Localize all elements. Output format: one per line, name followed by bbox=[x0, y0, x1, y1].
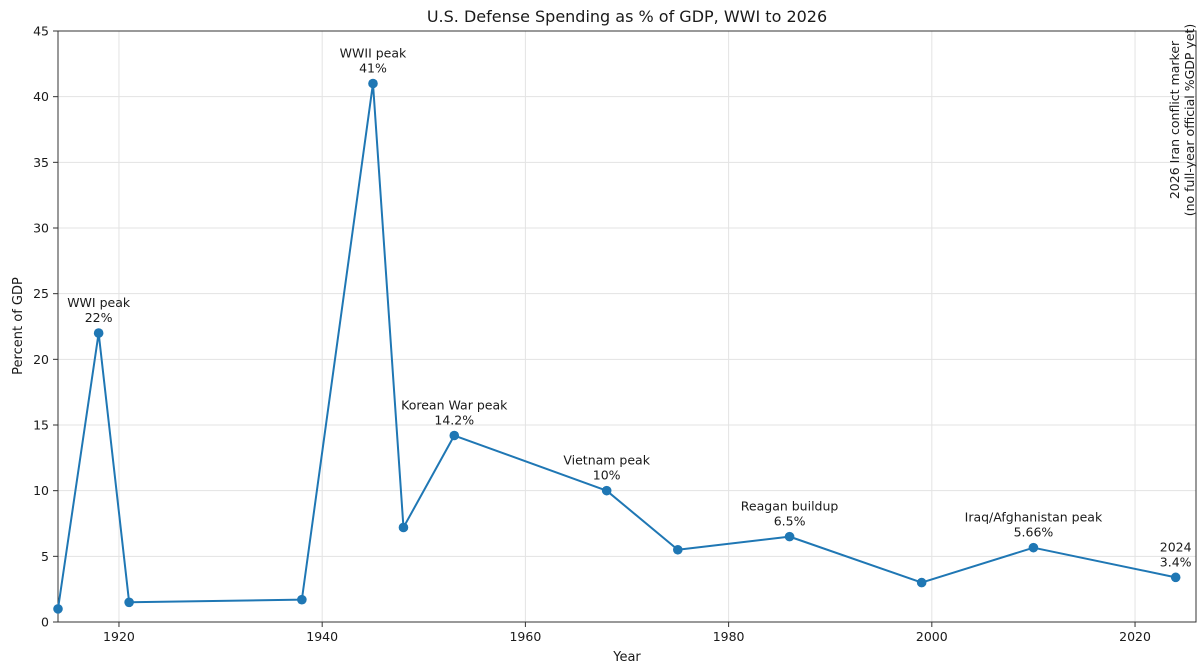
x-tick-label: 1940 bbox=[306, 629, 338, 644]
annotation-label: 2024 3.4% bbox=[1160, 539, 1192, 569]
y-tick-label: 0 bbox=[41, 615, 49, 630]
x-tick-label: 2000 bbox=[916, 629, 948, 644]
x-tick-label: 1980 bbox=[713, 629, 745, 644]
annotation-line: 6.5% bbox=[774, 514, 806, 529]
annotation-label: Reagan buildup 6.5% bbox=[741, 499, 839, 529]
data-point bbox=[53, 604, 63, 614]
data-point bbox=[784, 531, 795, 542]
side-note-line: (no full-year official %GDP yet) bbox=[1182, 24, 1197, 217]
y-tick-label: 35 bbox=[33, 155, 49, 170]
annotation-line: WWII peak bbox=[340, 46, 407, 61]
side-note-label: 2026 Iran conflict marker(no full-year o… bbox=[1167, 24, 1197, 217]
y-tick-label: 30 bbox=[33, 221, 49, 236]
data-point bbox=[601, 485, 612, 496]
y-tick-label: 5 bbox=[41, 549, 49, 564]
annotation-line: Korean War peak bbox=[401, 398, 508, 413]
y-tick-label: 25 bbox=[33, 286, 49, 301]
annotation-line: 10% bbox=[593, 468, 621, 483]
annotation-layer: WWI peak 22% WWII peak 41% Korean War peak 14… bbox=[67, 24, 1197, 570]
annotation-line: WWI peak bbox=[67, 295, 131, 310]
annotation-line: 2024 bbox=[1160, 539, 1192, 554]
data-point bbox=[449, 430, 460, 441]
annotation-line: Reagan buildup bbox=[741, 499, 839, 514]
plot-frame bbox=[57, 30, 1197, 623]
side-note-line: 2026 Iran conflict marker bbox=[1167, 40, 1182, 199]
data-point bbox=[398, 522, 409, 533]
annotation-line: 22% bbox=[85, 310, 113, 325]
y-tick-label: 20 bbox=[33, 352, 49, 367]
annotation-line: 14.2% bbox=[434, 413, 474, 428]
y-tick-label: 40 bbox=[33, 89, 49, 104]
y-tick-label: 45 bbox=[33, 24, 49, 39]
data-point bbox=[1170, 572, 1181, 583]
x-tick-label: 1960 bbox=[509, 629, 541, 644]
annotation-label: Iraq/Afghanistan peak 5.66% bbox=[965, 510, 1103, 540]
annotation-line: 3.4% bbox=[1160, 554, 1192, 569]
annotation-line: 5.66% bbox=[1014, 525, 1054, 540]
grid-layer bbox=[58, 30, 1196, 623]
data-point bbox=[368, 78, 378, 89]
data-point bbox=[93, 328, 104, 338]
chart-title: U.S. Defense Spending as % of GDP, WWI t… bbox=[427, 7, 827, 26]
data-point bbox=[1028, 542, 1039, 553]
annotation-line: Iraq/Afghanistan peak bbox=[965, 510, 1103, 525]
annotation-label: WWI peak 22% bbox=[67, 295, 131, 325]
tick-layer: 1920 1940 1960 1980 2000 2020 0 5 10 15 20 25 30 35 40… bbox=[33, 24, 1151, 645]
annotation-label: WWII peak 41% bbox=[340, 46, 407, 76]
annotation-label: Korean War peak 14.2% bbox=[401, 398, 508, 428]
annotation-label: Vietnam peak 10% bbox=[563, 453, 650, 483]
axes-layer bbox=[57, 30, 1197, 623]
data-point bbox=[124, 597, 134, 608]
y-tick-label: 15 bbox=[33, 418, 49, 433]
y-tick-label: 10 bbox=[33, 483, 49, 498]
y-axis-label: Percent of GDP bbox=[11, 277, 26, 375]
x-tick-label: 1920 bbox=[103, 629, 135, 644]
annotation-line: Vietnam peak bbox=[563, 453, 650, 468]
data-point bbox=[673, 544, 683, 555]
series-layer bbox=[53, 78, 1181, 614]
annotation-line: 41% bbox=[359, 61, 387, 76]
x-tick-label: 2020 bbox=[1119, 629, 1151, 644]
data-point bbox=[916, 577, 927, 588]
x-axis-label: Year bbox=[612, 650, 641, 665]
data-point bbox=[297, 594, 307, 605]
